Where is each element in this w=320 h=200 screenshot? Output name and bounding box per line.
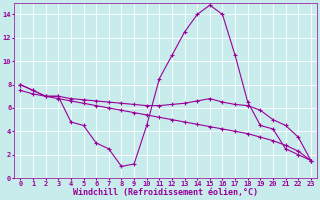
X-axis label: Windchill (Refroidissement éolien,°C): Windchill (Refroidissement éolien,°C) xyxy=(73,188,258,197)
